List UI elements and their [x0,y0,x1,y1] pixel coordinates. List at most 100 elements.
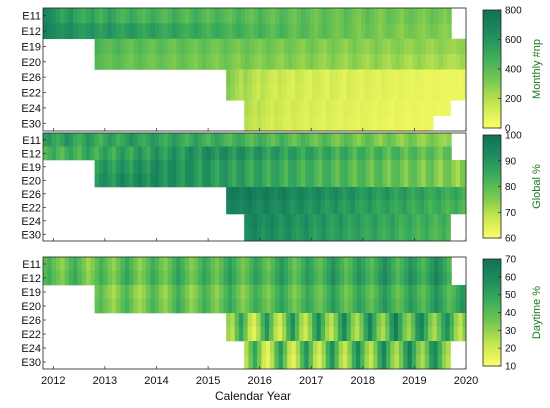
heatmap-cell [312,214,318,228]
heatmap-cell [128,160,134,174]
heatmap-cell [116,271,121,286]
heatmap-cell [202,257,207,272]
heatmap-cell [206,8,211,24]
heatmap-cell [420,227,426,242]
heatmap-cell [408,271,414,286]
heatmap-cell [137,146,143,161]
heatmap-cell [374,160,379,174]
heatmap-cell [77,146,83,161]
heatmap-cell [214,54,220,70]
heatmap-cell [210,299,216,314]
heatmap-cell [424,214,430,228]
heatmap-cell [350,327,356,342]
heatmap-cell [257,160,263,174]
heatmap-cell [90,8,95,24]
heatmap-cell [359,187,365,201]
heatmap-cell [202,299,207,314]
heatmap-cell [416,271,422,286]
heatmap-cell [404,173,409,188]
heatmap-cell [464,299,467,314]
heatmap-cell [128,8,134,24]
heatmap-cell [230,69,236,86]
heatmap-cell [202,54,207,70]
x-tick-label: 2014 [144,375,168,387]
heatmap-cell [458,69,463,86]
heatmap-cell [189,8,194,24]
heatmap-cell [462,84,467,101]
heatmap-cell [68,133,74,147]
colorbar-tick-label: 90 [505,156,517,167]
heatmap-cell [386,341,391,356]
colorbar-tick-label: 800 [505,6,522,17]
colorbar-tick-label: 0 [505,124,511,135]
heatmap-cell [133,54,138,70]
heatmap-cell [378,257,383,272]
heatmap-cell [260,200,266,215]
heatmap-cell [167,257,173,272]
heatmap-cell [437,355,443,370]
heatmap-cell [240,173,246,188]
heatmap-cell [103,54,108,70]
heatmap-cell [305,133,310,147]
heatmap-cell [424,227,430,242]
heatmap-cell [432,200,438,215]
heatmap-cell [239,187,244,201]
heatmap-cell [449,313,455,328]
heatmap-cell [251,69,257,86]
heatmap-cell [394,355,400,370]
heatmap-cell [305,299,310,314]
heatmap-cell [266,271,272,286]
heatmap-cell [382,285,388,300]
heatmap-cell [365,285,371,300]
x-tick-label: 2013 [93,375,117,387]
heatmap-cell [329,313,334,328]
heatmap-cell [356,38,362,55]
heatmap-cell [249,38,254,55]
heatmap-cell [365,146,371,161]
heatmap-cell [433,214,438,228]
heatmap-cell [415,84,420,101]
heatmap-cell [386,115,391,132]
heatmap-cell [337,69,343,86]
heatmap-cell [47,8,52,24]
heatmap-cell [434,257,439,272]
heatmap-cell [133,146,138,161]
heatmap-cell [303,187,309,201]
heatmap-cell [394,115,400,132]
heatmap-cell [403,115,408,132]
heatmap-cell [352,257,358,272]
heatmap-cell [369,160,375,174]
heatmap-cell [137,173,143,188]
heatmap-cell [348,54,353,70]
heatmap-cell [395,133,401,147]
heatmap-cell [451,285,457,300]
heatmap-cell [294,187,300,201]
heatmap-cell [299,200,304,215]
heatmap-cell [348,38,353,55]
row-label: E26 [21,315,41,327]
heatmap-cell [404,271,409,286]
heatmap-cell [282,327,287,342]
heatmap-cell [124,38,130,55]
heatmap-cell [447,160,452,174]
heatmap-cell [180,285,186,300]
heatmap-cell [146,257,151,272]
heatmap-cell [408,299,414,314]
heatmap-cell [337,327,343,342]
heatmap-cell [364,100,370,116]
heatmap-cell [374,173,379,188]
heatmap-cell [352,285,358,300]
heatmap-cell [266,257,272,272]
heatmap-cell [251,187,257,201]
heatmap-cell [154,285,160,300]
heatmap-cell [103,173,108,188]
heatmap-cell [73,146,78,161]
heatmap-cell [352,8,358,24]
heatmap-cell [389,187,395,201]
heatmap-cell [406,200,412,215]
heatmap-cell [462,200,467,215]
heatmap-cell [304,115,310,132]
heatmap-cell [197,38,203,55]
heatmap-cell [171,285,177,300]
heatmap-cell [326,299,332,314]
